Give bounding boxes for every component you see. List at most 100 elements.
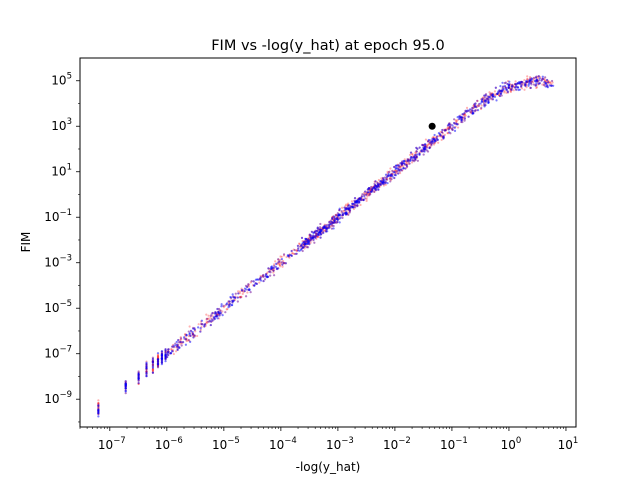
red-series-point — [312, 237, 315, 240]
blue-series-point — [508, 84, 511, 87]
blue-series-point — [471, 109, 474, 112]
blue-series-point — [301, 246, 304, 250]
blue-series-point — [297, 249, 300, 252]
blue-series-point — [124, 382, 127, 385]
blue-series-point — [318, 230, 322, 233]
red-series-point — [231, 300, 234, 303]
blue-series-point — [208, 319, 211, 322]
red-series-point — [97, 409, 100, 412]
blue-series-point — [541, 75, 544, 78]
red-series-point — [381, 176, 385, 180]
blue-series-point — [97, 415, 100, 418]
blue-series-point — [385, 178, 388, 181]
blue-series-point — [413, 156, 416, 159]
red-series-point — [156, 362, 160, 365]
red-series-point — [369, 188, 372, 191]
red-series-point — [254, 281, 257, 285]
blue-series-point — [276, 267, 279, 271]
blue-series-point — [151, 358, 155, 361]
red-series-point — [296, 244, 300, 248]
blue-series-point — [267, 267, 270, 270]
blue-series-point — [212, 316, 215, 319]
blue-series-point — [420, 149, 423, 153]
red-series-point — [510, 88, 513, 91]
blue-series-point — [422, 148, 425, 151]
red-series-point — [426, 150, 430, 153]
blue-series-point — [319, 228, 323, 231]
blue-series-point — [423, 147, 427, 150]
blue-series-point — [487, 101, 490, 104]
red-series-point — [308, 237, 311, 240]
red-series-point — [223, 304, 227, 307]
blue-series-point — [226, 302, 229, 305]
blue-series-point — [311, 236, 314, 239]
red-series-point — [301, 246, 304, 250]
red-series-point — [346, 208, 349, 211]
blue-series-point — [529, 86, 532, 89]
red-series-point — [345, 212, 348, 216]
blue-series-point — [156, 352, 160, 355]
blue-series-point — [213, 315, 217, 318]
blue-series-point — [228, 304, 231, 307]
blue-series-point — [310, 238, 313, 241]
blue-series-point — [272, 269, 275, 272]
red-series-point — [414, 158, 417, 162]
blue-series-point — [244, 284, 248, 287]
blue-series-point — [315, 230, 319, 233]
red-series-point — [441, 131, 444, 134]
red-series-point — [178, 346, 181, 349]
blue-series-point — [97, 404, 100, 407]
blue-series-point — [234, 296, 237, 299]
red-series-point — [124, 387, 127, 390]
blue-series-point — [145, 365, 148, 368]
red-series-point — [542, 83, 546, 86]
blue-series-point — [220, 312, 223, 315]
red-series-point — [419, 150, 422, 153]
blue-series-point — [124, 384, 127, 387]
blue-series-point — [237, 292, 240, 295]
blue-series-point — [369, 191, 372, 194]
blue-series-point — [492, 94, 495, 97]
blue-series-point — [374, 184, 378, 187]
blue-series-point — [511, 86, 514, 90]
blue-series-point — [303, 245, 306, 248]
red-series-point — [448, 123, 451, 126]
blue-series-point — [145, 364, 148, 367]
blue-series-point — [347, 204, 351, 207]
blue-series-point — [164, 348, 167, 351]
blue-series-point — [160, 350, 164, 353]
blue-series-point — [334, 217, 338, 221]
blue-series-point — [447, 128, 450, 131]
blue-series-point — [381, 180, 384, 183]
blue-series-point — [535, 78, 538, 81]
blue-series-point — [275, 262, 278, 265]
blue-series-point — [491, 93, 494, 96]
red-series-point — [247, 288, 250, 291]
red-series-point — [347, 207, 350, 211]
red-series-point — [520, 83, 524, 86]
red-series-point — [520, 80, 523, 83]
red-series-point — [477, 104, 480, 107]
blue-series-point — [458, 115, 461, 118]
red-series-point — [218, 312, 221, 315]
red-series-point — [435, 136, 438, 140]
blue-series-point — [453, 126, 456, 129]
blue-series-point — [227, 306, 230, 309]
red-series-point — [410, 155, 413, 159]
red-series-point — [489, 97, 492, 100]
red-series-point — [313, 236, 316, 239]
blue-series-point — [330, 222, 333, 226]
y-tick-label: 10−9 — [44, 390, 72, 406]
red-series-point — [269, 271, 272, 274]
red-series-point — [288, 254, 291, 257]
blue-series-point — [454, 122, 458, 125]
red-series-point — [124, 380, 127, 383]
red-series-point — [263, 278, 267, 281]
blue-series-point — [415, 155, 418, 158]
red-series-point — [347, 207, 351, 210]
blue-series-point — [310, 234, 313, 237]
blue-series-point — [487, 95, 490, 99]
red-series-point — [309, 238, 312, 241]
red-series-point — [546, 80, 549, 83]
red-series-point — [415, 150, 418, 153]
